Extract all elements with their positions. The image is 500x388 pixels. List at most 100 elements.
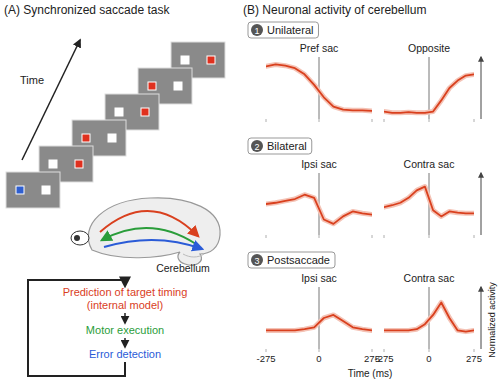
x-tick — [372, 235, 373, 238]
activity-curve — [266, 64, 372, 111]
eye — [71, 231, 89, 245]
x-tick — [266, 119, 267, 122]
x-tick — [372, 349, 373, 352]
time-arrow — [22, 40, 80, 160]
x-tick-label: 0 — [316, 353, 321, 364]
target-left — [148, 82, 156, 90]
activity-curve — [384, 303, 474, 332]
row-header: 2 Bilateral — [248, 138, 312, 154]
flow-step: Error detection — [89, 348, 161, 360]
plot-area — [266, 64, 372, 111]
x-tick — [474, 235, 475, 238]
activity-arrow — [481, 287, 482, 349]
target-right — [42, 186, 50, 194]
x-tick — [319, 235, 320, 238]
plot-title: Pref sac — [300, 42, 339, 54]
panel-title: (A) Synchronized saccade task — [4, 3, 170, 17]
plot-title: Ipsi sac — [301, 272, 337, 284]
screen-frame — [6, 172, 60, 208]
plot-title: Opposite — [408, 42, 450, 54]
plot-area — [384, 74, 474, 112]
curve-band — [266, 315, 372, 331]
activity-curve — [384, 187, 474, 217]
plot-title: Contra sac — [404, 272, 455, 284]
x-tick — [384, 349, 385, 352]
curve-band — [384, 303, 474, 332]
panel-title: (B) Neuronal activity of cerebellum — [243, 3, 426, 17]
flow-arrow — [124, 313, 126, 323]
x-tick-label: -275 — [374, 353, 393, 364]
figure: (A) Synchronized saccade task Time Cerebel… — [0, 0, 500, 388]
pupil — [74, 235, 80, 241]
target-left — [115, 108, 123, 116]
flow-step: Prediction of target timing — [63, 286, 188, 298]
x-tick — [266, 235, 267, 238]
x-tick — [474, 119, 475, 122]
arrow-motor — [102, 228, 196, 244]
target-left — [82, 134, 90, 142]
row-box — [248, 22, 318, 38]
x-tick — [319, 119, 320, 122]
plot-area — [266, 195, 372, 224]
row-number: 3 — [254, 256, 259, 266]
arrow-error — [104, 240, 202, 249]
row-badge — [251, 24, 263, 36]
plot-area — [384, 187, 474, 217]
activity-curve — [266, 195, 372, 224]
row-number: 1 — [254, 26, 259, 36]
flow-step: Motor execution — [86, 324, 164, 336]
x-tick — [384, 235, 385, 238]
x-tick — [384, 119, 385, 122]
curve-band — [266, 195, 372, 224]
x-tick-label: 275 — [466, 353, 482, 364]
screen — [6, 172, 60, 208]
target-left — [49, 160, 57, 168]
x-tick — [429, 235, 430, 238]
curve-band — [384, 74, 474, 112]
x-axis-title: Time (ms) — [348, 368, 393, 379]
flow-arrow — [124, 338, 126, 347]
activity-arrow — [481, 173, 482, 235]
activity-arrow — [481, 57, 482, 119]
x-tick — [372, 119, 373, 122]
x-tick — [429, 349, 430, 352]
feedback-loop — [28, 280, 125, 376]
target-right — [174, 82, 182, 90]
brain-outline — [88, 198, 220, 265]
background — [0, 0, 500, 388]
x-tick — [429, 119, 430, 122]
plot-area — [384, 303, 474, 332]
activity-curve — [266, 315, 372, 331]
brain-label: Cerebellum — [156, 262, 210, 274]
x-tick — [266, 349, 267, 352]
row-box — [248, 252, 335, 268]
x-tick-label: 0 — [426, 353, 431, 364]
row-badge — [251, 254, 263, 266]
plot-title: Contra sac — [404, 158, 455, 170]
target-left — [16, 186, 24, 194]
y-axis-title: Normalized activity — [487, 282, 497, 358]
row-label: Bilateral — [267, 140, 307, 152]
activity-curve — [384, 74, 474, 112]
target-right — [207, 56, 215, 64]
arrow-prediction — [100, 211, 198, 236]
row-number: 2 — [254, 142, 259, 152]
target-left — [181, 56, 189, 64]
row-header: 3 Postsaccade — [248, 252, 335, 268]
plot-area — [266, 315, 372, 331]
row-badge — [251, 140, 263, 152]
x-tick — [319, 349, 320, 352]
time-label: Time — [20, 74, 44, 86]
zero-line — [319, 287, 320, 349]
row-label: Postsaccade — [267, 254, 330, 266]
x-tick-label: -275 — [256, 353, 275, 364]
x-tick — [474, 349, 475, 352]
plot-title: Ipsi sac — [301, 158, 337, 170]
target-right — [75, 160, 83, 168]
curve-band — [384, 187, 474, 217]
flow-step: (internal model) — [87, 299, 163, 311]
row-header: 1Unilateral — [248, 22, 318, 38]
target-right — [108, 134, 116, 142]
cerebellum-fold — [183, 254, 204, 257]
target-right — [141, 108, 149, 116]
